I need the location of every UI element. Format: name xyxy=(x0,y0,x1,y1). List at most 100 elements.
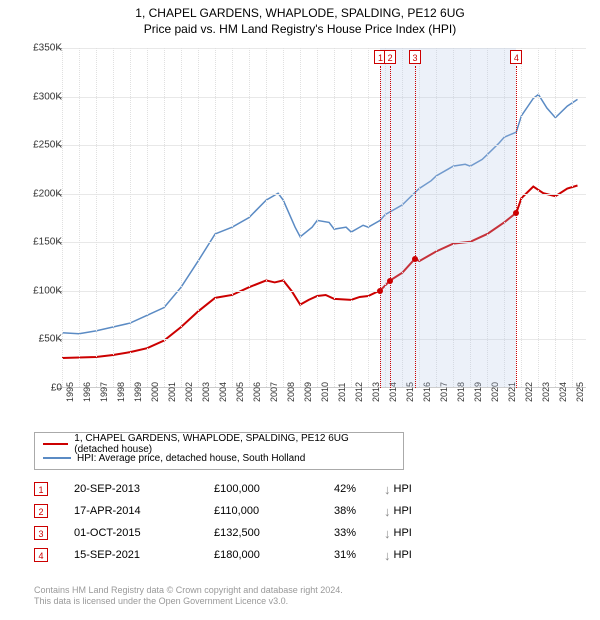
x-axis-label: 2022 xyxy=(524,382,534,402)
down-arrow-icon: ↓ xyxy=(384,526,391,541)
legend-row-property: 1, CHAPEL GARDENS, WHAPLODE, SPALDING, P… xyxy=(43,437,395,451)
gridline-x xyxy=(368,48,369,387)
sale-point xyxy=(387,278,393,284)
sale-ref: HPI xyxy=(394,505,412,517)
down-arrow-icon: ↓ xyxy=(384,548,391,563)
gridline-x xyxy=(181,48,182,387)
y-axis-label: £150K xyxy=(32,237,62,248)
sale-row: 3 01-OCT-2015£132,50033%↓HPI xyxy=(34,522,412,544)
sale-ref: HPI xyxy=(394,483,412,495)
x-axis-label: 2024 xyxy=(558,382,568,402)
x-axis-label: 2010 xyxy=(320,382,330,402)
shaded-region xyxy=(380,48,390,387)
y-axis-label: £0 xyxy=(32,383,62,394)
marker-box: 2 xyxy=(384,50,396,64)
shaded-region xyxy=(390,48,415,387)
marker-line xyxy=(516,66,517,388)
footer-attribution: Contains HM Land Registry data © Crown c… xyxy=(34,585,343,608)
sale-number: 4 xyxy=(34,548,48,562)
gridline-x xyxy=(521,48,522,387)
x-axis-label: 2023 xyxy=(541,382,551,402)
title-subtitle: Price paid vs. HM Land Registry's House … xyxy=(0,22,600,36)
footer-line1: Contains HM Land Registry data © Crown c… xyxy=(34,585,343,597)
sale-date: 20-SEP-2013 xyxy=(74,483,214,495)
x-axis-label: 1998 xyxy=(116,382,126,402)
legend-label-hpi: HPI: Average price, detached house, Sout… xyxy=(77,453,305,464)
x-axis-label: 2025 xyxy=(575,382,585,402)
x-axis-label: 2000 xyxy=(150,382,160,402)
y-axis-label: £350K xyxy=(32,43,62,54)
gridline-x xyxy=(232,48,233,387)
gridline-x xyxy=(96,48,97,387)
chart: £0£50K£100K£150K£200K£250K£300K£350K1995… xyxy=(30,48,590,418)
x-axis-label: 2012 xyxy=(354,382,364,402)
gridline-x xyxy=(538,48,539,387)
x-axis-label: 1996 xyxy=(82,382,92,402)
gridline-x xyxy=(300,48,301,387)
gridline-x xyxy=(334,48,335,387)
marker-box: 4 xyxy=(510,50,522,64)
sale-number: 2 xyxy=(34,504,48,518)
x-axis-label: 2006 xyxy=(252,382,262,402)
y-axis-label: £250K xyxy=(32,140,62,151)
gridline-x xyxy=(317,48,318,387)
x-axis-label: 2003 xyxy=(201,382,211,402)
title-address: 1, CHAPEL GARDENS, WHAPLODE, SPALDING, P… xyxy=(0,6,600,20)
sale-number: 1 xyxy=(34,482,48,496)
sale-diff: 33% xyxy=(334,527,384,539)
gridline-x xyxy=(198,48,199,387)
gridline-x xyxy=(79,48,80,387)
x-axis-label: 2007 xyxy=(269,382,279,402)
x-axis-label: 2008 xyxy=(286,382,296,402)
footer-line2: This data is licensed under the Open Gov… xyxy=(34,596,343,608)
sale-point xyxy=(513,210,519,216)
sale-number: 3 xyxy=(34,526,48,540)
sale-row: 217-APR-2014£110,00038%↓HPI xyxy=(34,500,412,522)
sale-date: 17-APR-2014 xyxy=(74,505,214,517)
gridline-x xyxy=(164,48,165,387)
y-axis-label: £300K xyxy=(32,91,62,102)
sale-price: £132,500 xyxy=(214,527,334,539)
gridline-x xyxy=(215,48,216,387)
gridline-x xyxy=(266,48,267,387)
legend-swatch-hpi xyxy=(43,457,71,459)
sale-price: £110,000 xyxy=(214,505,334,517)
chart-title-block: 1, CHAPEL GARDENS, WHAPLODE, SPALDING, P… xyxy=(0,0,600,36)
legend-swatch-property xyxy=(43,443,68,445)
x-axis-label: 2011 xyxy=(337,383,347,402)
gridline-x xyxy=(572,48,573,387)
gridline-x xyxy=(62,48,63,387)
sale-point xyxy=(377,288,383,294)
gridline-x xyxy=(147,48,148,387)
y-axis-label: £200K xyxy=(32,188,62,199)
sale-ref: HPI xyxy=(394,527,412,539)
x-axis-label: 2002 xyxy=(184,382,194,402)
gridline-x xyxy=(555,48,556,387)
sale-ref: HPI xyxy=(394,549,412,561)
sale-date: 01-OCT-2015 xyxy=(74,527,214,539)
gridline-x xyxy=(283,48,284,387)
x-axis-label: 2005 xyxy=(235,382,245,402)
gridline-x xyxy=(351,48,352,387)
x-axis-label: 1995 xyxy=(65,382,75,402)
y-axis-label: £50K xyxy=(32,334,62,345)
x-axis-label: 1997 xyxy=(99,382,109,402)
legend: 1, CHAPEL GARDENS, WHAPLODE, SPALDING, P… xyxy=(34,432,404,470)
x-axis-label: 1999 xyxy=(133,382,143,402)
marker-line xyxy=(415,66,416,388)
y-axis-label: £100K xyxy=(32,285,62,296)
sale-date: 15-SEP-2021 xyxy=(74,549,214,561)
shaded-region xyxy=(415,48,516,387)
gridline-x xyxy=(249,48,250,387)
down-arrow-icon: ↓ xyxy=(384,482,391,497)
marker-line xyxy=(380,66,381,388)
sale-row: 4 15-SEP-2021£180,00031%↓HPI xyxy=(34,544,412,566)
sale-point xyxy=(412,256,418,262)
x-axis-label: 2001 xyxy=(167,382,177,402)
sale-diff: 38% xyxy=(334,505,384,517)
sale-diff: 31% xyxy=(334,549,384,561)
sale-price: £180,000 xyxy=(214,549,334,561)
x-axis-label: 2004 xyxy=(218,382,228,402)
sales-table: 120-SEP-2013£100,00042%↓HPI217-APR-2014£… xyxy=(34,478,412,566)
gridline-x xyxy=(130,48,131,387)
